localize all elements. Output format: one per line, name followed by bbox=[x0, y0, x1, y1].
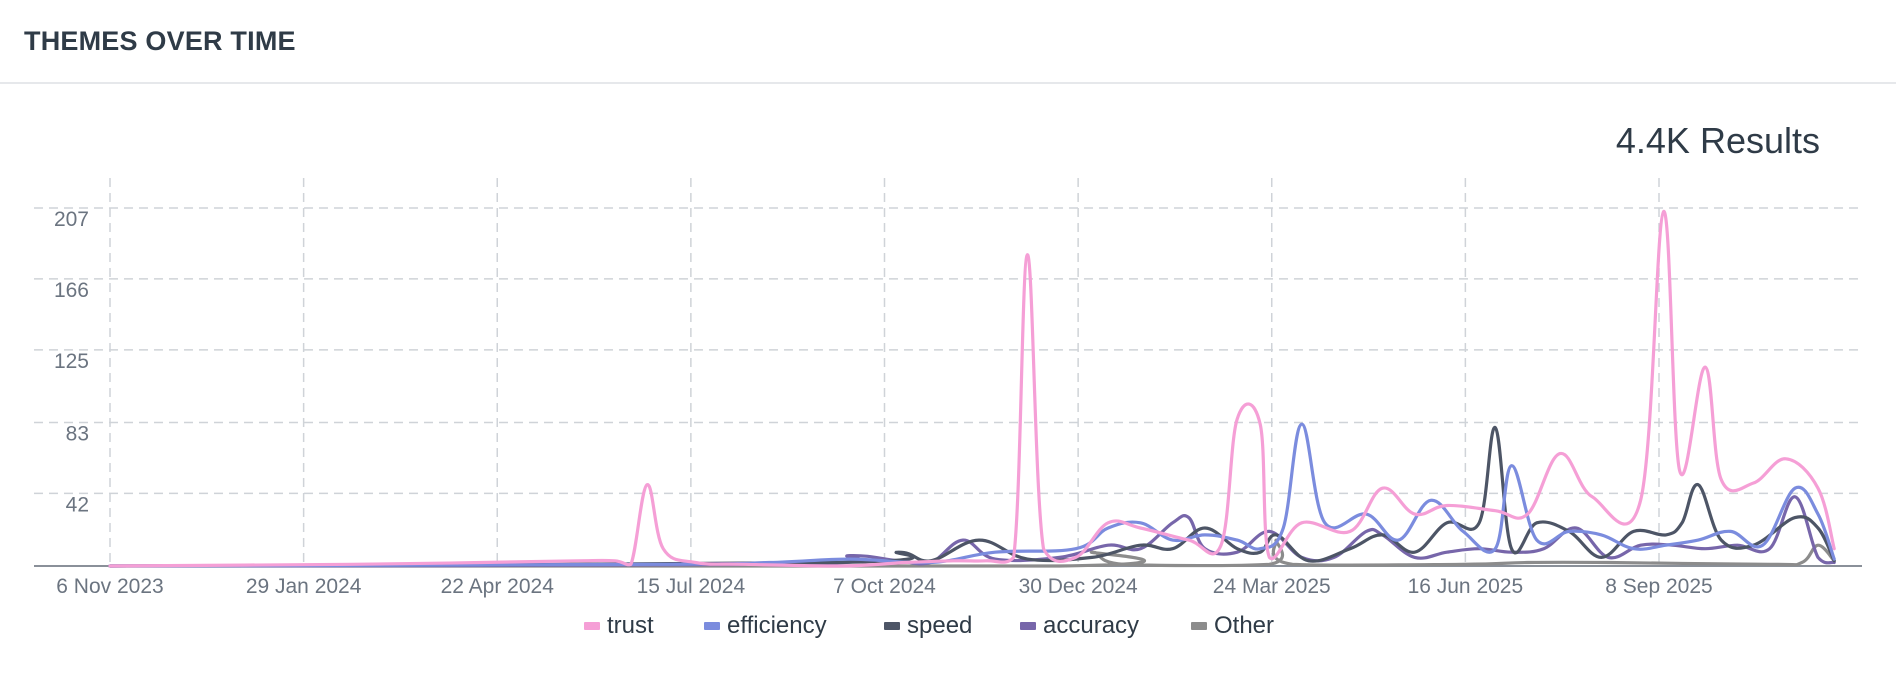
y-tick-label: 125 bbox=[54, 350, 89, 373]
y-tick-label: 83 bbox=[66, 422, 89, 445]
x-tick-label: 24 Mar 2025 bbox=[1213, 575, 1331, 598]
card-title: THEMES OVER TIME bbox=[24, 26, 296, 56]
y-tick-label: 207 bbox=[54, 208, 89, 231]
x-tick-label: 8 Sep 2025 bbox=[1605, 575, 1712, 598]
y-tick-label: 42 bbox=[66, 493, 89, 516]
chart-grid bbox=[34, 178, 1862, 566]
legend-item-speed[interactable]: speed bbox=[884, 612, 972, 639]
legend-swatch bbox=[704, 622, 720, 630]
card-header: THEMES OVER TIME bbox=[0, 0, 1896, 84]
x-tick-label: 22 Apr 2024 bbox=[441, 575, 555, 598]
legend-label: trust bbox=[607, 612, 654, 639]
legend-label: Other bbox=[1214, 612, 1274, 639]
legend-swatch bbox=[884, 622, 900, 630]
x-tick-label: 7 Oct 2024 bbox=[833, 575, 936, 598]
chart-series bbox=[108, 209, 1836, 568]
series-line-speed[interactable] bbox=[108, 425, 1836, 568]
x-tick-label: 16 Jun 2025 bbox=[1408, 575, 1524, 598]
y-tick-label: 166 bbox=[54, 279, 89, 302]
chart-legend: trust efficiency speed accuracy Other bbox=[584, 612, 1274, 639]
legend-swatch bbox=[1020, 622, 1036, 630]
legend-item-accuracy[interactable]: accuracy bbox=[1020, 612, 1139, 639]
legend-swatch bbox=[1191, 622, 1207, 630]
legend-label: efficiency bbox=[727, 612, 827, 639]
x-tick-label: 6 Nov 2023 bbox=[56, 575, 163, 598]
themes-line-chart[interactable]: 42 83 125 166 207 6 Nov 2023 29 Jan 2024 22 Apr… bbox=[0, 0, 1896, 606]
legend-label: accuracy bbox=[1043, 612, 1139, 639]
legend-item-other[interactable]: Other bbox=[1191, 612, 1274, 639]
x-tick-label: 29 Jan 2024 bbox=[246, 575, 362, 598]
legend-item-trust[interactable]: trust bbox=[584, 612, 654, 639]
chart-axes: 42 83 125 166 207 6 Nov 2023 29 Jan 2024 22 Apr… bbox=[34, 208, 1862, 598]
series-line-trust[interactable] bbox=[108, 209, 1836, 568]
legend-swatch bbox=[584, 622, 600, 630]
x-tick-label: 30 Dec 2024 bbox=[1019, 575, 1138, 598]
legend-label: speed bbox=[907, 612, 972, 639]
legend-item-efficiency[interactable]: efficiency bbox=[704, 612, 827, 639]
results-count: 4.4K Results bbox=[1615, 120, 1820, 161]
x-tick-label: 15 Jul 2024 bbox=[637, 575, 746, 598]
